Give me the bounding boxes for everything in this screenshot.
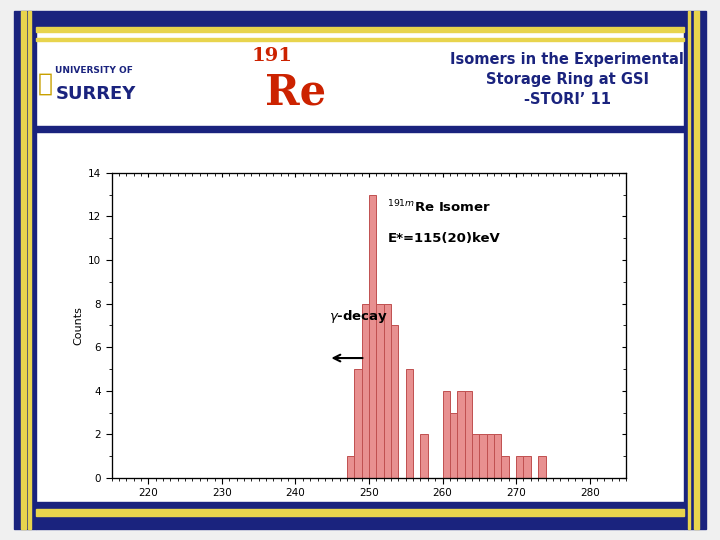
Text: $\gamma$-decay: $\gamma$-decay [328, 308, 387, 325]
Bar [464, 391, 472, 478]
Bar [347, 456, 354, 478]
Bar [457, 391, 464, 478]
Text: E*=115(20)keV: E*=115(20)keV [387, 232, 500, 245]
Bar [487, 434, 494, 478]
Bar [369, 194, 377, 478]
Text: Re: Re [265, 71, 325, 113]
Bar [480, 434, 487, 478]
Text: Isomers in the Experimental
Storage Ring at GSI
-STORI’ 11: Isomers in the Experimental Storage Ring… [451, 52, 684, 107]
Bar [516, 456, 523, 478]
Text: (Hz): (Hz) [519, 518, 542, 528]
Bar [501, 456, 509, 478]
Text: UNIVERSITY OF: UNIVERSITY OF [55, 66, 133, 75]
X-axis label: Frequency difference from $^{190}$Os: Frequency difference from $^{190}$Os [278, 501, 460, 519]
Bar [420, 434, 428, 478]
Bar [443, 391, 450, 478]
Bar [354, 369, 361, 478]
Text: SURREY: SURREY [55, 85, 136, 103]
Bar [391, 325, 398, 478]
Bar [384, 303, 391, 478]
Bar [450, 413, 457, 478]
Text: 191: 191 [252, 46, 293, 65]
Text: 🦌: 🦌 [38, 72, 53, 96]
Bar [494, 434, 501, 478]
Bar [472, 434, 480, 478]
Bar [406, 369, 413, 478]
Y-axis label: Counts: Counts [73, 306, 84, 345]
Bar [538, 456, 546, 478]
Text: $^{191m}$Re Isomer: $^{191m}$Re Isomer [387, 199, 492, 215]
Bar [523, 456, 531, 478]
Bar [377, 303, 384, 478]
Bar [361, 303, 369, 478]
